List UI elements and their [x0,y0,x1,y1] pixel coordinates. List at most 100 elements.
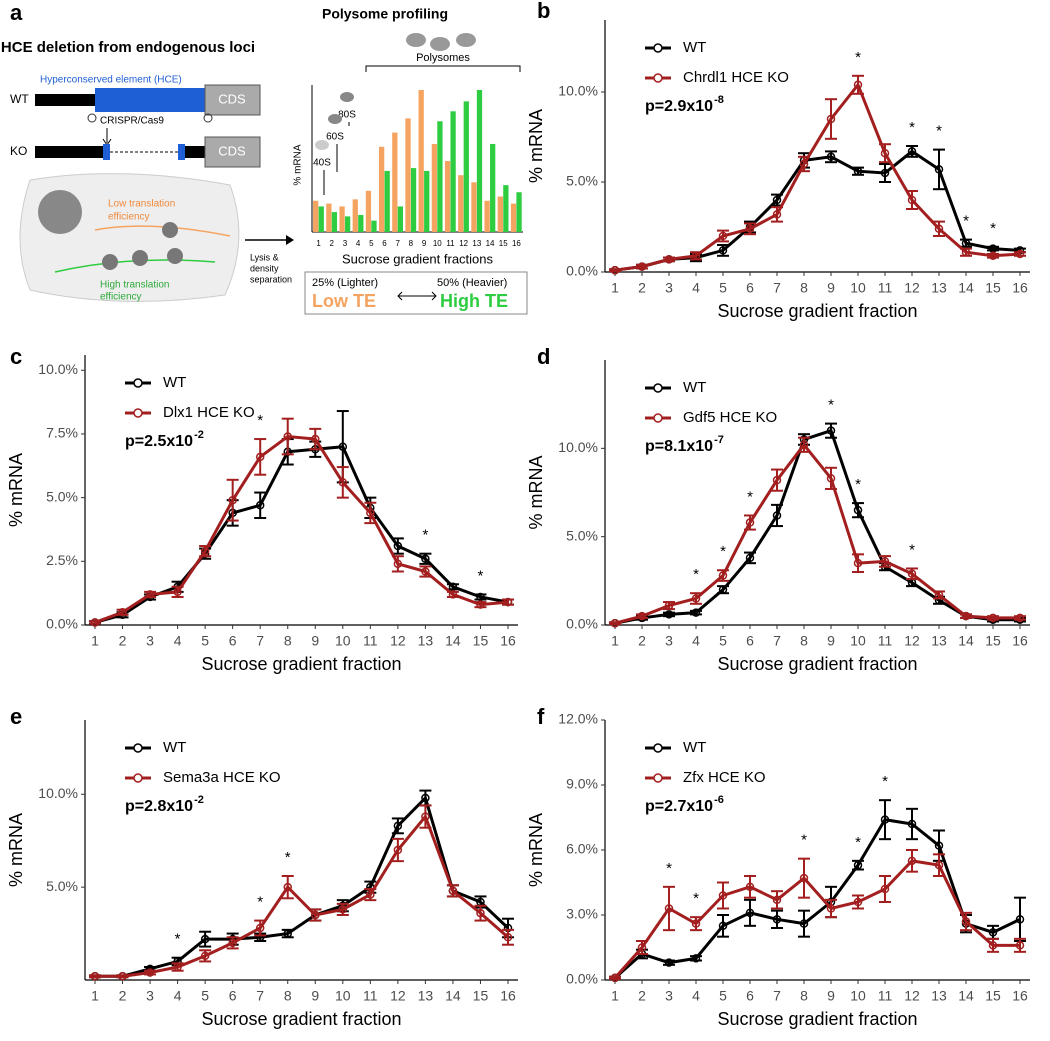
significance-star: * [257,412,263,429]
point [934,841,944,850]
point [691,954,701,963]
bar [352,199,358,232]
point [988,251,998,261]
significance-star: * [175,931,181,948]
significance-star: * [747,488,753,505]
p-value: p=8.1x10 [645,438,713,455]
bar [331,212,338,232]
point [311,910,320,920]
point [880,815,890,824]
point [664,610,674,619]
bar [471,182,477,232]
error-bar [336,466,349,499]
error-bar [960,613,972,619]
x-tick-label: 13 [931,633,947,649]
error-bar [879,799,891,841]
significance-star: * [257,894,263,911]
x-tick-label: 9 [311,633,319,649]
point [503,597,513,607]
error-bar [771,890,783,910]
point [988,941,998,950]
x-tick-label: 6 [229,633,237,649]
error-bar [254,491,267,520]
point [664,255,674,264]
point [799,440,809,450]
x-tick-label: 13 [418,988,434,1004]
x-tick-label: 13 [418,633,434,649]
x-tick-label: 11 [363,633,378,649]
x-tick-label: 15 [473,633,489,649]
y-tick-label: 3.0% [566,906,598,922]
error-bar [364,501,377,525]
x-tick-label: 13 [472,239,481,248]
x-tick-label: 3 [146,988,154,1004]
x-axis-title: Sucrose gradient fraction [717,654,917,674]
point [338,905,348,914]
error-bar [852,553,864,573]
significance-star: * [422,527,428,544]
error-bar [446,590,459,598]
lysis-text: Lysis & [250,252,279,262]
x-axis-title: Sucrose gradient fraction [717,301,917,321]
x-tick-label: 9 [827,280,835,296]
legend-marker [133,378,143,388]
x-tick-label: 5 [369,239,374,248]
error-bar [744,875,756,899]
error-bar [771,206,783,223]
legend-label: WT [683,739,706,756]
x-tick-label: 6 [746,988,754,1004]
annotation: 40S [313,158,331,169]
x-tick-label: 1 [91,988,99,1004]
error-bar [502,928,514,946]
legend-marker [653,43,663,53]
significance-star: * [963,213,969,230]
point [799,873,809,883]
point [907,147,917,156]
x-tick-label: 12 [459,239,468,248]
x-tick-label: 15 [499,239,508,248]
panel-label: b [537,0,550,23]
x-tick-label: 9 [827,633,835,649]
x-tick-label: 1 [611,280,619,296]
legend-marker [133,408,143,418]
error-bar [744,898,756,927]
point [853,505,863,515]
point [988,613,998,623]
x-tick-label: 10 [850,633,866,649]
x-tick-label: 8 [284,633,292,649]
legend-label: WT [163,374,186,391]
error-bar [1014,937,1026,953]
point [366,508,375,518]
x-tick-label: 7 [395,239,400,248]
significance-star: * [693,566,699,583]
bar [444,161,451,232]
x-tick-label: 13 [931,280,947,296]
error-bar [116,608,129,616]
significance-star: * [666,860,672,877]
point [476,600,485,609]
point [1015,249,1025,259]
bar [450,111,456,232]
point [745,224,755,234]
p-exponent: -6 [714,794,724,806]
x-tick-label: 3 [665,988,673,1004]
point [961,917,971,926]
point [772,475,782,485]
point [826,152,836,162]
point [393,845,403,855]
point [772,915,782,924]
low-te: Low TE [312,291,376,311]
bar [358,214,364,232]
panel-label: c [10,344,22,369]
error-bar [798,909,810,938]
cds-box [204,136,261,168]
y-tick-label: 10.0% [38,361,78,377]
hce-remnant [178,144,185,160]
error-bar [744,514,756,531]
point [393,559,403,569]
y-tick-label: 6.0% [566,841,598,857]
y-tick-label: 5.0% [46,488,78,504]
point [718,246,728,255]
bar [476,90,483,232]
point [772,511,782,520]
